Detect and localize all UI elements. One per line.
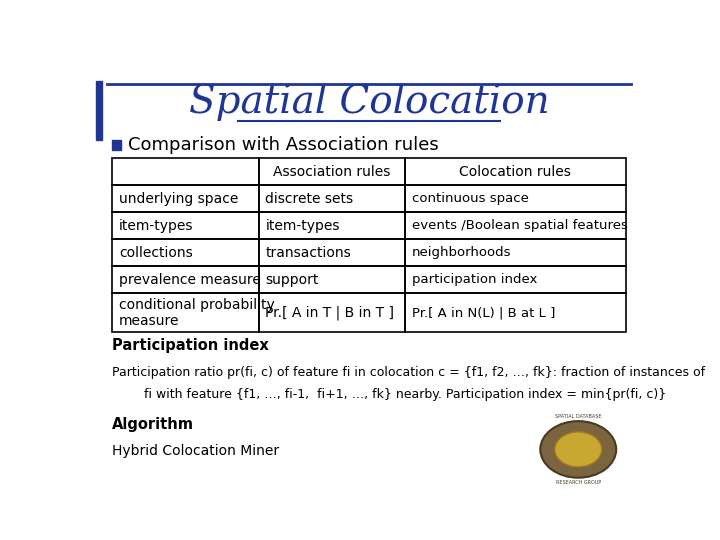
Text: participation index: participation index [412,273,537,287]
Bar [405,158,626,185]
Bar [112,158,258,185]
Text: underlying space: underlying space [119,192,238,206]
Bar [112,266,258,293]
Text: prevalence measure: prevalence measure [119,273,261,287]
Text: neighborhoods: neighborhoods [412,246,511,259]
Circle shape [540,421,616,478]
Text: item-types: item-types [119,219,194,233]
Text: Pr.[ A in T | B in T ]: Pr.[ A in T | B in T ] [266,305,395,320]
Text: transactions: transactions [266,246,351,260]
Text: fi with feature {f1, …, fi-1,  fi+1, …, fk} nearby. Participation index = min{pr: fi with feature {f1, …, fi-1, fi+1, …, f… [112,388,667,401]
Text: Pr.[ A in N(L) | B at L ]: Pr.[ A in N(L) | B at L ] [412,306,555,319]
Bar [405,239,626,266]
Bar [112,185,258,212]
Bar [405,293,626,332]
Text: continuous space: continuous space [412,192,528,205]
Bar [258,158,405,185]
Text: support: support [266,273,319,287]
Text: Association rules: Association rules [273,165,390,179]
Text: Colocation rules: Colocation rules [459,165,571,179]
Text: discrete sets: discrete sets [266,192,354,206]
Text: conditional probability
measure: conditional probability measure [119,298,275,328]
Bar [258,293,405,332]
Bar [405,212,626,239]
Text: Comparison with Association rules: Comparison with Association rules [128,136,438,154]
Text: events /Boolean spatial features: events /Boolean spatial features [412,219,628,232]
Bar [258,212,405,239]
Text: Participation ratio pr(fi, c) of feature fi in colocation c = {f1, f2, …, fk}: f: Participation ratio pr(fi, c) of feature… [112,366,706,379]
Text: Spatial Colocation: Spatial Colocation [189,84,549,121]
Text: collections: collections [119,246,193,260]
Text: Algorithm: Algorithm [112,417,194,432]
Circle shape [554,432,602,467]
Text: Participation index: Participation index [112,338,269,353]
Bar [258,266,405,293]
Text: Hybrid Colocation Miner: Hybrid Colocation Miner [112,444,279,458]
Bar [405,185,626,212]
Bar [112,212,258,239]
Bar [96,82,102,140]
Bar [405,266,626,293]
Bar [112,293,258,332]
Bar [112,140,121,150]
Bar [258,185,405,212]
Bar [112,239,258,266]
Text: RESEARCH GROUP: RESEARCH GROUP [556,480,600,485]
Text: SPATIAL DATABASE: SPATIAL DATABASE [555,414,601,418]
Text: item-types: item-types [266,219,340,233]
Bar [258,239,405,266]
